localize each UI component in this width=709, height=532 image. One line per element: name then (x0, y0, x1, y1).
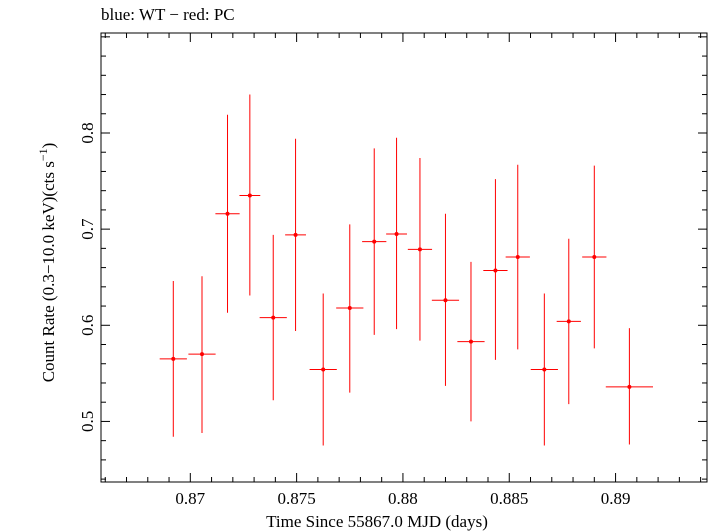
y-axis-label-superscript: −1 (36, 148, 50, 161)
data-points (159, 94, 653, 446)
x-tick-label: 0.875 (277, 489, 315, 508)
point-marker (171, 356, 176, 361)
y-axis-label-main: Count Rate (0.3−10.0 keV)(cts s (39, 161, 58, 382)
plot-frame (100, 32, 708, 483)
y-tick-label: 0.6 (78, 315, 97, 336)
data-point (239, 94, 261, 296)
data-point (386, 137, 407, 330)
point-marker (443, 298, 448, 303)
point-marker (394, 231, 399, 236)
data-point (431, 213, 460, 386)
data-point (362, 148, 387, 335)
axis-ticks (101, 33, 707, 482)
data-point (605, 328, 653, 445)
point-marker (347, 305, 352, 310)
data-point (336, 224, 364, 393)
point-marker (493, 268, 498, 273)
y-axis-label-close: ) (39, 143, 58, 149)
data-point (159, 281, 187, 437)
y-tick-label: 0.8 (78, 122, 97, 143)
data-point (215, 114, 240, 313)
point-marker (200, 352, 204, 357)
point-marker (225, 211, 230, 216)
x-tick-label: 0.88 (388, 489, 418, 508)
point-marker (542, 367, 547, 372)
point-marker (515, 255, 520, 260)
x-tick-label: 0.87 (175, 489, 205, 508)
chart-title: blue: WT − red: PC (101, 5, 235, 24)
point-marker (372, 239, 377, 244)
point-marker (627, 384, 632, 389)
point-marker (293, 232, 298, 237)
y-axis-label: Count Rate (0.3−10.0 keV)(cts s−1) (36, 143, 58, 383)
axis-labels: 0.87 0.875 0.88 0.885 0.89 0.5 0.6 0.7 0.8 Time S… (36, 122, 630, 531)
data-point (582, 165, 607, 349)
point-marker (566, 319, 571, 324)
data-point (556, 238, 581, 405)
point-marker (321, 367, 326, 372)
point-marker (468, 339, 473, 344)
point-marker (247, 193, 252, 198)
data-point (505, 164, 530, 350)
y-tick-label: 0.5 (78, 411, 97, 432)
x-axis-label: Time Since 55867.0 MJD (days) (266, 512, 488, 531)
data-point (407, 157, 433, 341)
data-point (530, 293, 558, 446)
data-point (309, 293, 337, 446)
point-marker (271, 315, 276, 320)
point-marker (417, 247, 422, 252)
y-tick-label: 0.7 (78, 218, 97, 240)
x-tick-label: 0.885 (490, 489, 528, 508)
data-point (457, 261, 485, 422)
data-point (259, 234, 287, 401)
data-point (483, 179, 508, 360)
x-tick-label: 0.89 (601, 489, 631, 508)
data-point (285, 138, 306, 332)
data-point (188, 276, 216, 433)
point-marker (592, 255, 597, 260)
